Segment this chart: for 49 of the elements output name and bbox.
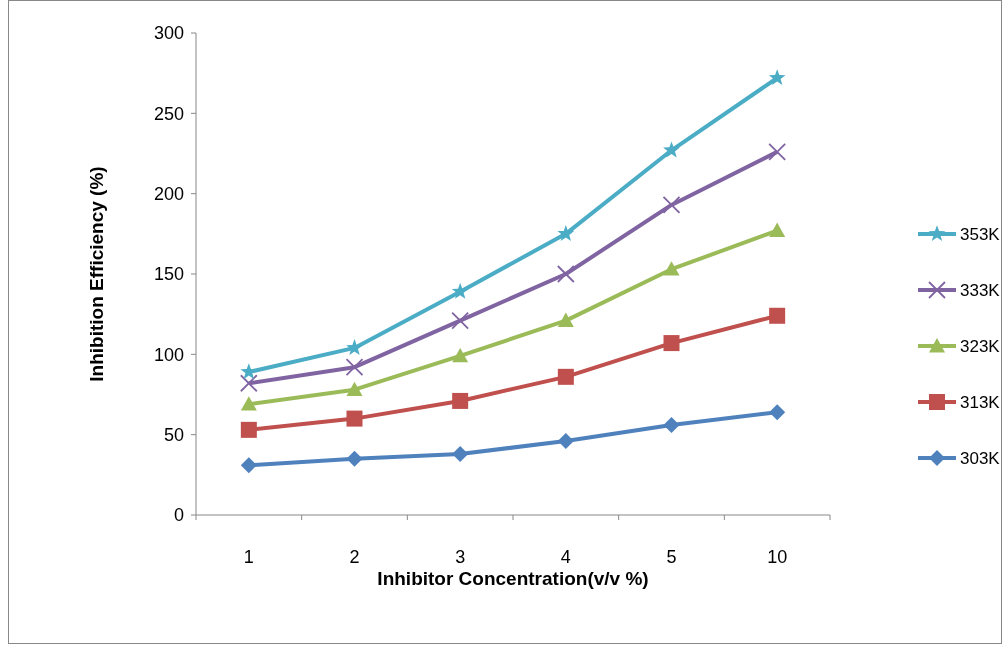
- point: [240, 421, 257, 438]
- point: [768, 142, 787, 161]
- point: [662, 196, 681, 214]
- point: [663, 261, 680, 276]
- legend-label: 303K: [960, 448, 1001, 468]
- point: [346, 450, 363, 467]
- point: [345, 358, 364, 377]
- point: [240, 396, 257, 411]
- point: [769, 222, 786, 238]
- point: [663, 335, 680, 352]
- point: [346, 339, 363, 356]
- y-tick-label: 100: [153, 344, 184, 365]
- y-tick-label: 300: [153, 23, 184, 44]
- point: [769, 307, 786, 324]
- y-tick-label: 150: [153, 264, 184, 285]
- point: [556, 265, 575, 283]
- point: [768, 69, 786, 86]
- point: [346, 381, 363, 397]
- y-tick-label: 50: [163, 424, 184, 445]
- x-tick-label: 10: [767, 547, 788, 567]
- x-tick-label: 1: [243, 547, 254, 567]
- x-tick-label: 3: [455, 547, 466, 567]
- point: [663, 141, 680, 158]
- point: [452, 392, 469, 409]
- legend-label: 313K: [960, 392, 1001, 412]
- point: [557, 433, 574, 450]
- x-axis-title: Inhibitor Concentration(v/v %): [377, 568, 649, 589]
- point: [452, 445, 469, 462]
- legend-label: 323K: [960, 336, 1001, 356]
- x-tick-label: 5: [666, 547, 677, 567]
- y-tick-label: 0: [173, 505, 184, 526]
- y-tick-label: 200: [153, 183, 184, 204]
- point: [557, 312, 574, 327]
- point: [346, 410, 363, 427]
- x-tick-label: 4: [560, 547, 571, 567]
- point: [769, 404, 786, 421]
- y-axis-title: Inhibition Efficiency (%): [86, 166, 107, 382]
- point: [451, 311, 470, 330]
- legend-label: 353K: [960, 224, 1001, 244]
- point: [557, 368, 574, 385]
- legend-label: 333K: [960, 280, 1001, 300]
- point: [240, 457, 257, 474]
- x-tick-label: 2: [349, 547, 360, 567]
- point: [663, 417, 680, 434]
- y-tick-label: 250: [153, 103, 184, 124]
- point: [451, 282, 469, 299]
- point: [452, 347, 469, 363]
- point: [557, 225, 575, 241]
- point: [239, 374, 258, 393]
